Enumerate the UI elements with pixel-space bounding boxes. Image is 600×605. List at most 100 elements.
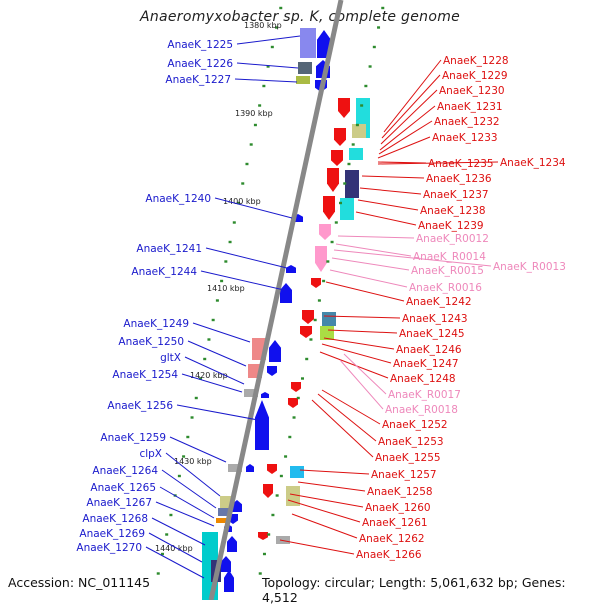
leader-line (357, 199, 419, 211)
gene-arrow-forward (224, 570, 234, 592)
gene-label: AnaeK_1255 (375, 452, 441, 464)
leader-line (200, 270, 285, 291)
kbp-label: 1440 kbp (155, 544, 193, 553)
tick-mark-outer (232, 221, 236, 224)
leader-line (234, 78, 298, 83)
left-leader-lines (145, 35, 301, 579)
tick-mark-inner (267, 533, 271, 536)
leader-line (321, 343, 392, 364)
tick-mark-inner (300, 377, 304, 380)
tick-mark-inner (313, 318, 317, 322)
gene-label: AnaeK_1239 (418, 220, 484, 232)
leader-line (214, 197, 293, 219)
cog-box (276, 536, 290, 544)
tick-mark-outer (156, 572, 160, 575)
leader-line (311, 399, 374, 458)
feature-tracks (202, 28, 370, 600)
gene-arrow-forward (269, 340, 281, 362)
tick-mark-outer (177, 474, 181, 478)
kbp-label: 1400 kbp (223, 197, 261, 206)
leader-line (319, 351, 389, 379)
gene-arrow-reverse (302, 310, 314, 324)
leader-line (323, 337, 395, 350)
tick-mark-outer (245, 162, 249, 166)
tick-mark-inner (317, 299, 321, 302)
gene-label: AnaeK_1252 (382, 419, 448, 431)
kbp-labels: 1390 kbp 1400 kbp 1410 kbp 1420 kbp 1430 kbp… (155, 109, 273, 553)
cog-box (296, 76, 310, 84)
kbp-label-partial: 1380 kbp (244, 21, 282, 30)
gene-arrow-reverse (315, 246, 327, 272)
gene-arrow-forward (261, 392, 269, 398)
tick-mark-inner (258, 572, 262, 575)
leader-line (299, 469, 370, 475)
gene-label: AnaeK_1267 (86, 497, 152, 509)
tick-mark-inner (343, 182, 347, 185)
right-gene-labels: AnaeK_1228 AnaeK_1229 AnaeK_1230 AnaeK_1231… (356, 55, 566, 561)
tick-mark-outer (190, 416, 194, 419)
kbp-label: 1420 kbp (190, 371, 228, 380)
tick-mark-outer (270, 45, 274, 49)
leader-line (378, 120, 433, 155)
gene-label: AnaeK_R0016 (409, 282, 482, 294)
gene-arrow-reverse (323, 196, 335, 220)
leader-line (155, 501, 215, 527)
right-leader-lines (279, 59, 499, 555)
gene-label: clpX (139, 448, 162, 460)
gene-label: AnaeK_1256 (107, 400, 173, 412)
gene-arrow-forward (227, 536, 237, 552)
gene-label: AnaeK_R0014 (413, 251, 486, 263)
tick-mark-outer (241, 182, 245, 185)
cog-box (286, 486, 300, 506)
leader-line (176, 404, 259, 421)
tick-mark-inner (275, 494, 279, 497)
gene-label: AnaeK_1238 (420, 205, 486, 217)
gene-arrow-forward (280, 283, 292, 303)
gene-label: AnaeK_R0018 (385, 404, 458, 416)
gene-arrow-forward (286, 265, 296, 273)
leader-line (187, 340, 247, 367)
gene-label: AnaeK_1228 (443, 55, 509, 67)
leader-line (145, 546, 205, 579)
gene-label: AnaeK_1227 (165, 74, 231, 86)
cog-box (228, 464, 242, 472)
tick-mark-outer (169, 513, 173, 517)
tick-mark-outer (228, 240, 232, 244)
tick-mark-inner (292, 416, 296, 419)
gene-arrow-forward (221, 556, 231, 572)
gene-label: AnaeK_R0013 (493, 261, 566, 273)
gene-label: AnaeK_1257 (371, 469, 437, 481)
leader-line (279, 539, 355, 555)
leader-line (355, 211, 417, 226)
gene-label: AnaeK_1260 (365, 502, 431, 514)
leader-line (236, 62, 299, 69)
leader-line (379, 105, 436, 151)
leader-line (169, 436, 227, 463)
gene-label: AnaeK_1229 (442, 70, 508, 82)
tick-mark-inner (381, 6, 385, 10)
cog-box (349, 148, 363, 160)
gene-arrow-reverse (311, 278, 321, 288)
leader-line (377, 136, 431, 159)
gene-label: AnaeK_1264 (92, 465, 158, 477)
gene-label: AnaeK_1225 (167, 39, 233, 51)
tick-mark-inner (279, 474, 283, 478)
tick-mark-outer (224, 260, 228, 263)
leader-line (181, 373, 243, 393)
gene-label: AnaeK_R0015 (411, 265, 484, 277)
gene-label: AnaeK_1259 (100, 432, 166, 444)
gene-arrow-reverse (258, 532, 268, 540)
tick-mark-outer (186, 435, 190, 439)
leader-line (325, 281, 405, 302)
gene-label: AnaeK_R0017 (388, 389, 461, 401)
leader-line (205, 247, 288, 269)
gene-arrow-reverse (327, 168, 339, 192)
cog-box (340, 198, 354, 220)
gene-label: AnaeK_1261 (362, 517, 428, 529)
tick-mark-outer (207, 338, 211, 341)
tick-mark-outer (211, 318, 215, 322)
topology-summary: Topology: circular; Length: 5,061,632 bp… (262, 575, 566, 605)
leader-line (361, 175, 425, 179)
gene-arrow-reverse (319, 224, 331, 240)
